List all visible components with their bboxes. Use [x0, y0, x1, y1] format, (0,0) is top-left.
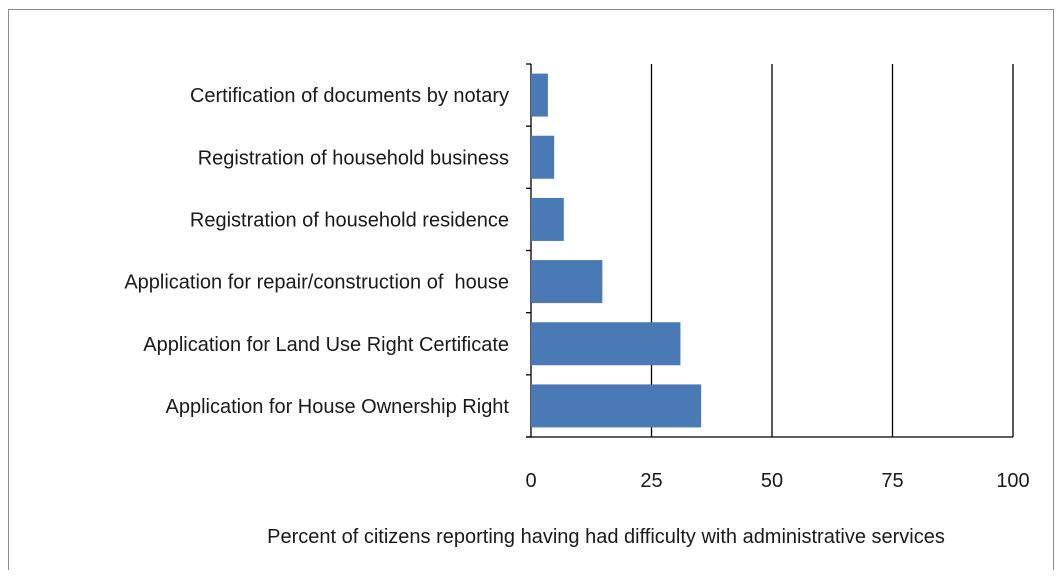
- category-label: Registration of household residence: [190, 209, 509, 231]
- bar: [531, 135, 555, 179]
- bar: [531, 260, 603, 304]
- x-axis-label: Percent of citizens reporting having had…: [267, 526, 945, 548]
- bar: [531, 73, 548, 117]
- chart-frame: [8, 9, 1054, 570]
- x-tick-label: 100: [996, 470, 1029, 492]
- category-label: Application for repair/construction of h…: [124, 272, 509, 294]
- x-tick-label: 75: [881, 470, 903, 492]
- gridlines: [526, 63, 1014, 438]
- bars: [531, 73, 702, 428]
- bar: [531, 384, 702, 428]
- category-label: Application for House Ownership Right: [165, 396, 509, 418]
- category-label: Application for Land Use Right Certifica…: [143, 334, 509, 356]
- bar: [531, 322, 681, 366]
- x-tick-label: 0: [525, 470, 536, 492]
- category-labels: Certification of documents by notary Regi…: [124, 85, 509, 418]
- bar: [531, 197, 564, 241]
- category-label: Certification of documents by notary: [190, 85, 509, 107]
- x-tick-label: 50: [761, 470, 783, 492]
- x-tick-labels: 0 25 50 75 100: [525, 470, 1029, 492]
- category-label: Registration of household business: [198, 147, 509, 169]
- x-tick-label: 25: [640, 470, 662, 492]
